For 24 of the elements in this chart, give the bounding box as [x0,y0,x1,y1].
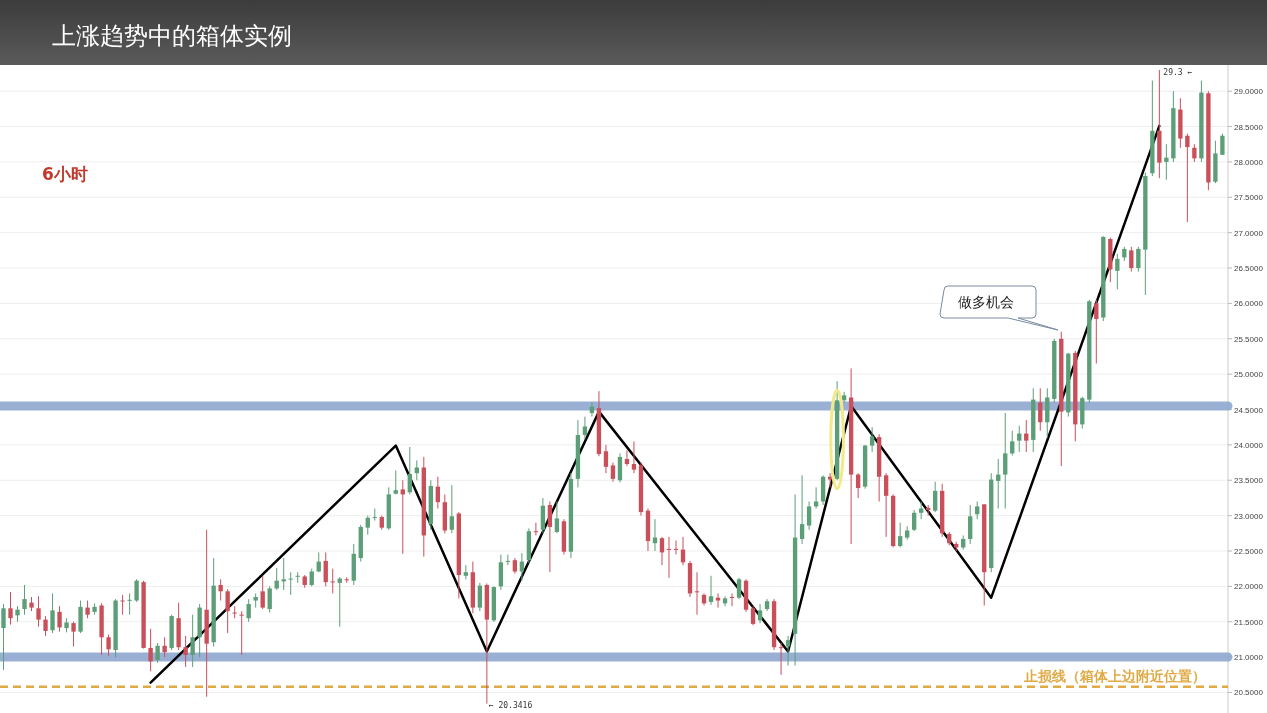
y-tick-label: 24.0000 [1234,440,1264,450]
annotation: ← 20.3416 [488,700,533,710]
text: 6小时 [42,164,88,184]
annotation: 做多机会 [958,294,1014,310]
y-tick-label: 29.0000 [1234,87,1264,97]
y-tick-label: 27.0000 [1234,228,1264,238]
y-tick-label: 23.0000 [1234,511,1264,521]
y-tick-label: 25.5000 [1234,334,1264,344]
chart-title: 上涨趋势中的箱体实例 [52,22,292,50]
ref-line-label: 止损线（箱体上边附近位置） [1023,667,1206,684]
y-tick-label: 25.0000 [1234,370,1264,380]
annotation: 29.3 ← [1163,67,1193,77]
y-tick-label: 26.0000 [1234,299,1264,309]
y-tick-label: 26.5000 [1234,264,1264,274]
y-tick-label: 21.5000 [1234,617,1264,627]
y-tick-label: 22.0000 [1234,582,1264,592]
y-tick-label: 21.0000 [1234,653,1264,663]
y-tick-label: 28.5000 [1234,122,1264,132]
y-tick-label: 20.5000 [1234,688,1264,698]
y-tick-label: 22.5000 [1234,547,1264,556]
y-tick-label: 23.5000 [1234,476,1264,486]
y-tick-label: 27.5000 [1234,193,1264,203]
y-tick-label: 24.5000 [1234,405,1264,415]
y-tick-label: 28.0000 [1234,157,1264,167]
